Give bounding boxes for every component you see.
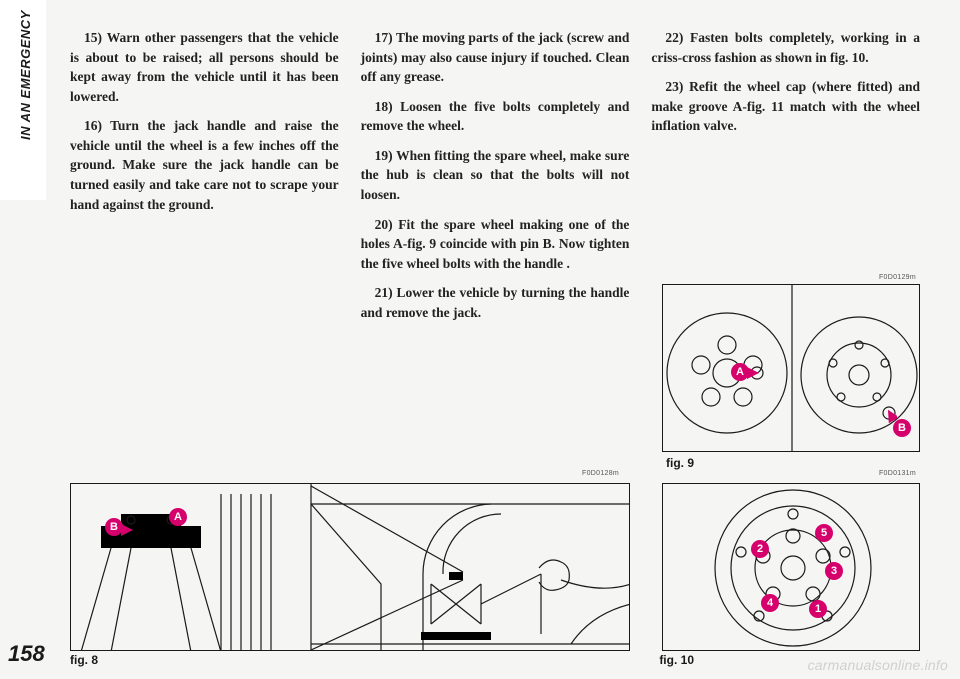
- paragraph: 16) Turn the jack handle and raise the v…: [70, 116, 339, 214]
- paragraph: 17) The moving parts of the jack (screw …: [361, 28, 630, 87]
- figure-9-illustration: [663, 285, 920, 452]
- marker-5: 5: [815, 524, 833, 542]
- figure-label: fig. 9: [666, 456, 694, 470]
- figure-8: A B: [70, 483, 630, 651]
- paragraph: 18) Loosen the five bolts completely and…: [361, 97, 630, 136]
- page-number: 158: [8, 641, 45, 667]
- figure-code: F0D0131m: [879, 470, 916, 477]
- figure-8-illustration: [71, 484, 630, 651]
- paragraph: 19) When fitting the spare wheel, make s…: [361, 146, 630, 205]
- figure-10: 5 2 3 4 1: [662, 483, 920, 651]
- marker-2: 2: [751, 540, 769, 558]
- arrow-icon: [885, 409, 897, 423]
- figure-label: fig. 8: [70, 653, 98, 667]
- paragraph: 23) Refit the wheel cap (where fitted) a…: [651, 77, 920, 136]
- marker-1: 1: [809, 600, 827, 618]
- figure-9: A B: [662, 284, 920, 452]
- section-label: IN AN EMERGENCY: [18, 10, 33, 140]
- figure-label: fig. 10: [659, 653, 694, 667]
- paragraph: 21) Lower the vehicle by turning the han…: [361, 283, 630, 322]
- manual-page: IN AN EMERGENCY 158 15) Warn other passe…: [0, 0, 960, 679]
- column-2: 17) The moving parts of the jack (screw …: [361, 28, 630, 332]
- paragraph: 22) Fasten bolts completely, working in …: [651, 28, 920, 67]
- arrow-icon: [121, 524, 135, 536]
- arrow-icon: [747, 367, 761, 379]
- figure-10-illustration: [663, 484, 920, 651]
- figure-code: F0D0129m: [879, 274, 916, 281]
- watermark: carmanualsonline.info: [808, 657, 948, 673]
- figure-code: F0D0128m: [582, 470, 619, 477]
- paragraph: 15) Warn other passengers that the vehic…: [70, 28, 339, 106]
- marker-4: 4: [761, 594, 779, 612]
- paragraph: 20) Fit the spare wheel making one of th…: [361, 215, 630, 274]
- marker-3: 3: [825, 562, 843, 580]
- column-1: 15) Warn other passengers that the vehic…: [70, 28, 339, 332]
- marker-a: A: [169, 508, 187, 526]
